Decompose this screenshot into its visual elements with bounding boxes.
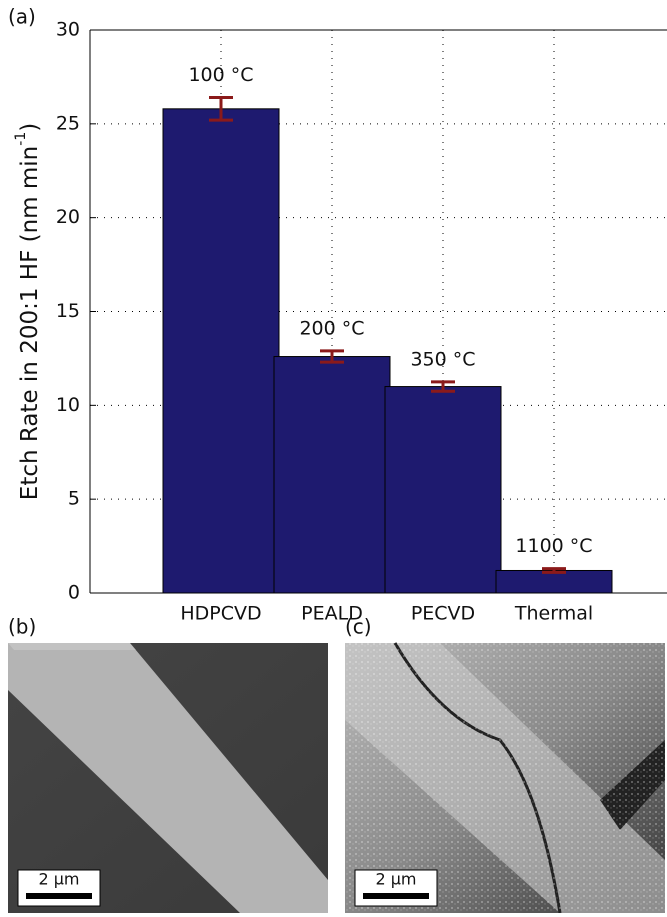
y-tick-label: 0 (68, 582, 80, 604)
sem-image: 2 µm (345, 642, 665, 914)
annotation: 200 °C (299, 317, 364, 339)
bar (384, 386, 502, 594)
bar (495, 569, 613, 594)
x-tick-label: Thermal (514, 603, 593, 625)
x-tick-label: PECVD (411, 603, 475, 625)
chart: 0 5 10 15 20 25 30 100 °C HDPCVD 200 °C PEALD 350 °… (13, 19, 667, 625)
annotation: 350 °C (410, 348, 475, 370)
y-tick-label: 30 (56, 19, 80, 41)
panel-label: (b) (8, 615, 36, 639)
x-tick-label: PEALD (301, 603, 363, 625)
panel-label: (c) (345, 615, 372, 639)
y-tick-label: 15 (56, 300, 80, 322)
annotation: 1100 °C (515, 535, 592, 557)
scale-bar-label: 2 µm (375, 870, 416, 889)
y-axis-label-part: -1 (13, 132, 29, 146)
y-tick-label: 5 (68, 488, 80, 510)
x-tick-label: HDPCVD (180, 603, 261, 625)
panel-label: (a) (8, 5, 36, 29)
y-axis-label: Etch Rate in 200:1 HF (nm min-1) (13, 123, 43, 500)
scale-bar-label: 2 µm (38, 870, 79, 889)
y-axis-label-part: ) (17, 123, 43, 132)
y-tick-label: 25 (56, 112, 80, 134)
y-tick-label: 20 (56, 206, 80, 228)
bar (273, 356, 391, 594)
y-tick-label: 10 (56, 394, 80, 416)
sem-image: 2 µm (8, 643, 328, 913)
y-axis-label-part: Etch Rate in 200:1 HF (nm min (17, 146, 43, 500)
bar (162, 108, 280, 594)
annotation: 100 °C (188, 64, 253, 86)
